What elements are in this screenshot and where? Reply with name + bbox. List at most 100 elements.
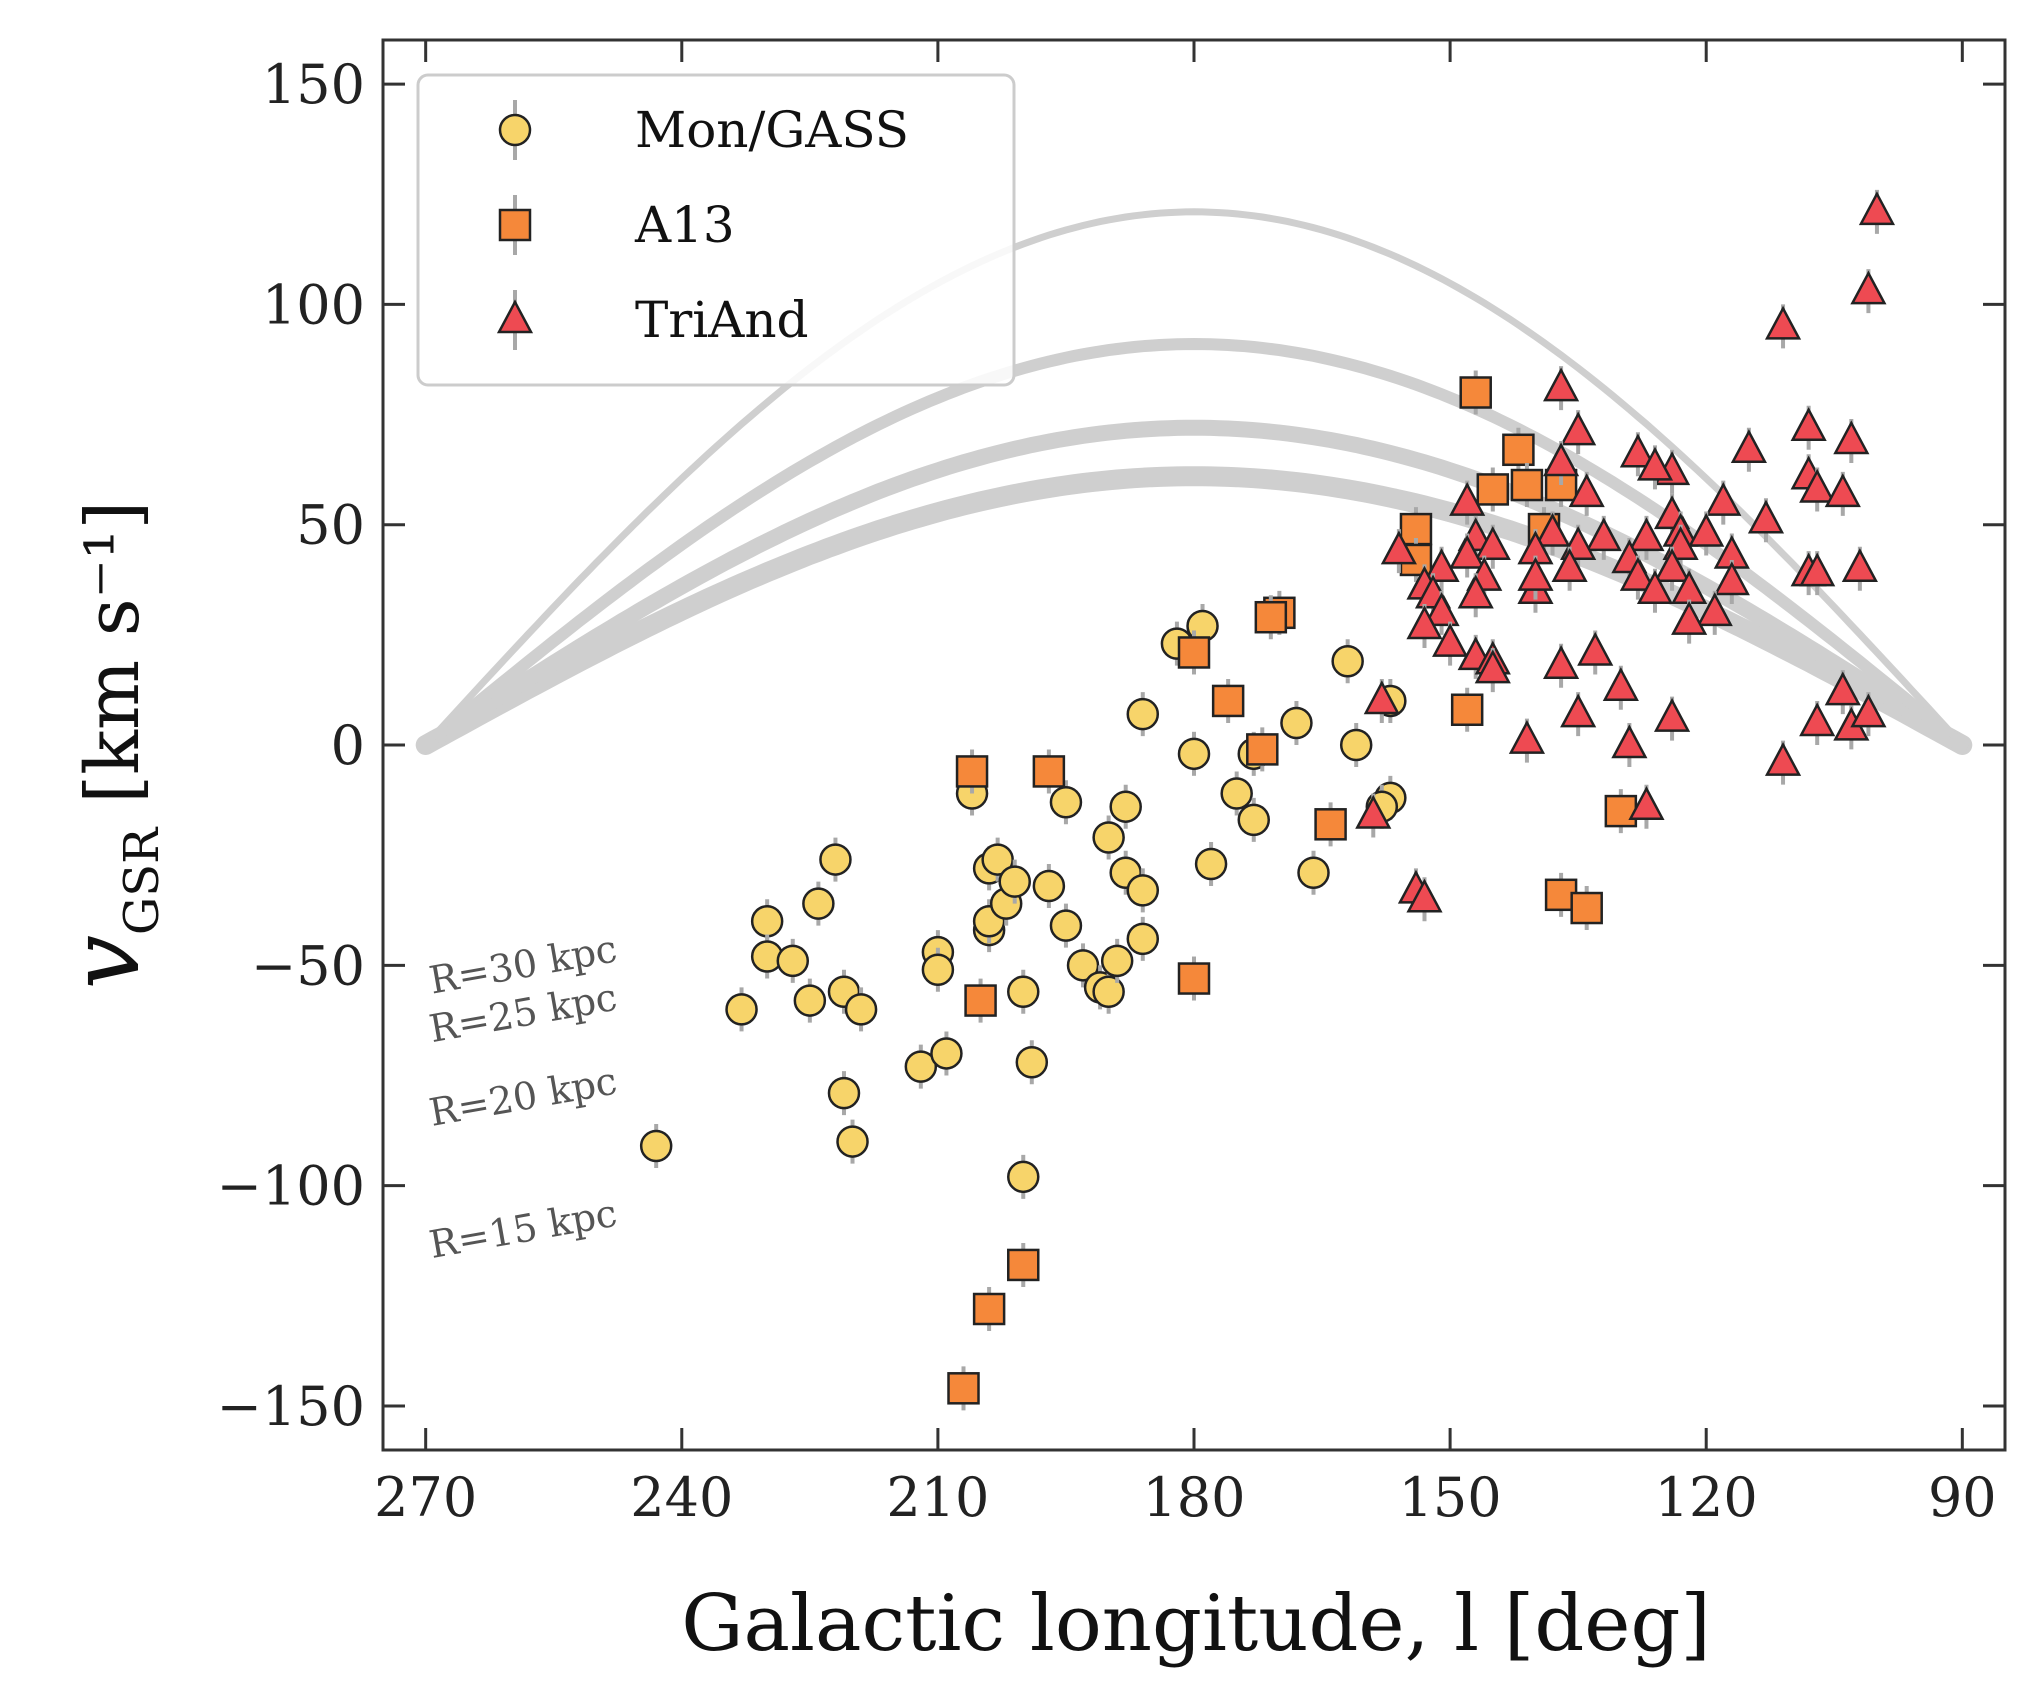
data-point	[1833, 420, 1870, 455]
data-point	[793, 984, 827, 1017]
data-point	[1474, 649, 1511, 684]
svg-text:vGSR[km s⁻¹]: vGSR [km s⁻¹]	[49, 501, 170, 990]
legend-marker	[498, 113, 532, 147]
axis-ticks: 270 240 210 180 150 120 90 −150 −100 −50 0 50 100 150	[217, 40, 2005, 1529]
data-point	[1824, 671, 1861, 706]
data-point	[1636, 446, 1674, 481]
legend: Mon/GASS A13 TriAnd	[416, 73, 1016, 387]
data-point	[802, 887, 835, 920]
data-point	[1688, 512, 1725, 547]
data-point	[1764, 741, 1802, 776]
data-point	[1543, 442, 1580, 477]
y-tick-label: −100	[217, 1155, 365, 1218]
data-point	[1850, 270, 1887, 305]
x-axis-label: Galactic longitude, l [deg]	[681, 1579, 1711, 1669]
y-axis-label: vGSR [km s⁻¹]	[49, 501, 170, 990]
data-point	[1015, 1046, 1049, 1079]
data-point	[1049, 909, 1083, 942]
data-point	[1280, 706, 1313, 740]
data-point	[827, 1076, 861, 1110]
y-tick-label: −50	[251, 934, 365, 997]
data-point	[1799, 552, 1836, 587]
data-point	[1066, 949, 1100, 982]
data-point	[1092, 821, 1125, 854]
data-point	[1841, 548, 1878, 582]
data-point	[1254, 600, 1288, 634]
data-point	[1543, 645, 1580, 679]
data-point	[750, 905, 784, 938]
data-point	[1653, 548, 1691, 582]
data-point	[1109, 790, 1142, 823]
data-point	[1585, 517, 1622, 552]
data-point	[1551, 548, 1588, 582]
data-point	[1764, 305, 1802, 340]
data-point	[1476, 473, 1510, 506]
data-point	[981, 843, 1014, 876]
x-tick-label: 180	[1142, 1466, 1245, 1529]
data-point	[1246, 733, 1279, 766]
data-point	[1713, 561, 1750, 596]
data-point	[639, 1129, 673, 1163]
y-tick-label: 150	[262, 53, 365, 116]
data-point	[1380, 530, 1417, 565]
data-point	[1355, 794, 1392, 829]
y-tick-label: 100	[262, 273, 365, 336]
data-point	[1508, 719, 1546, 754]
data-point	[1568, 473, 1605, 508]
data-point	[904, 1050, 938, 1083]
data-point	[1211, 684, 1245, 718]
data-point	[1570, 891, 1603, 925]
data-point	[1577, 631, 1614, 666]
data-point	[1363, 680, 1400, 715]
legend-box	[416, 73, 1016, 387]
data-point	[776, 944, 810, 978]
data-point	[725, 993, 758, 1026]
data-point	[1619, 556, 1656, 591]
data-point	[1007, 1248, 1040, 1282]
data-point	[1032, 869, 1066, 903]
data-point	[1449, 482, 1486, 516]
data-point	[1007, 1160, 1040, 1194]
data-point	[1092, 975, 1125, 1008]
x-tick-label: 270	[374, 1466, 477, 1529]
data-point	[1824, 473, 1861, 508]
series-triangle	[1355, 189, 1896, 922]
data-point	[1049, 786, 1083, 819]
legend-marker	[498, 208, 532, 242]
data-point	[972, 1292, 1006, 1326]
data-point	[1126, 697, 1160, 731]
data-point	[844, 993, 878, 1026]
legend-label: TriAnd	[635, 291, 809, 349]
data-point	[1850, 693, 1887, 728]
data-point	[955, 755, 989, 788]
data-point	[1126, 922, 1160, 956]
data-point	[1314, 808, 1347, 841]
data-point	[1339, 728, 1373, 762]
y-axis-label-sub: GSR	[114, 826, 170, 935]
data-point	[1560, 693, 1597, 728]
data-point	[921, 953, 955, 986]
data-point	[1423, 592, 1460, 627]
data-point	[1653, 697, 1691, 732]
data-point	[1858, 191, 1896, 226]
y-tick-label: 50	[296, 494, 365, 557]
legend-marker	[496, 299, 534, 334]
data-points	[639, 189, 1896, 1411]
data-point	[1474, 526, 1511, 560]
data-point	[964, 984, 997, 1017]
data-point	[1517, 556, 1554, 591]
data-point	[1126, 874, 1160, 907]
data-point	[1220, 777, 1253, 810]
y-tick-label: 0	[331, 714, 365, 777]
data-point	[1459, 376, 1492, 409]
data-point	[1636, 570, 1674, 605]
data-point	[1602, 667, 1639, 701]
y-tick-label: −150	[217, 1375, 365, 1438]
data-point	[1007, 975, 1040, 1008]
data-point	[1100, 944, 1134, 978]
data-point	[1799, 468, 1836, 503]
data-point	[1237, 803, 1271, 837]
data-point	[1406, 605, 1443, 640]
data-point	[1696, 592, 1733, 627]
